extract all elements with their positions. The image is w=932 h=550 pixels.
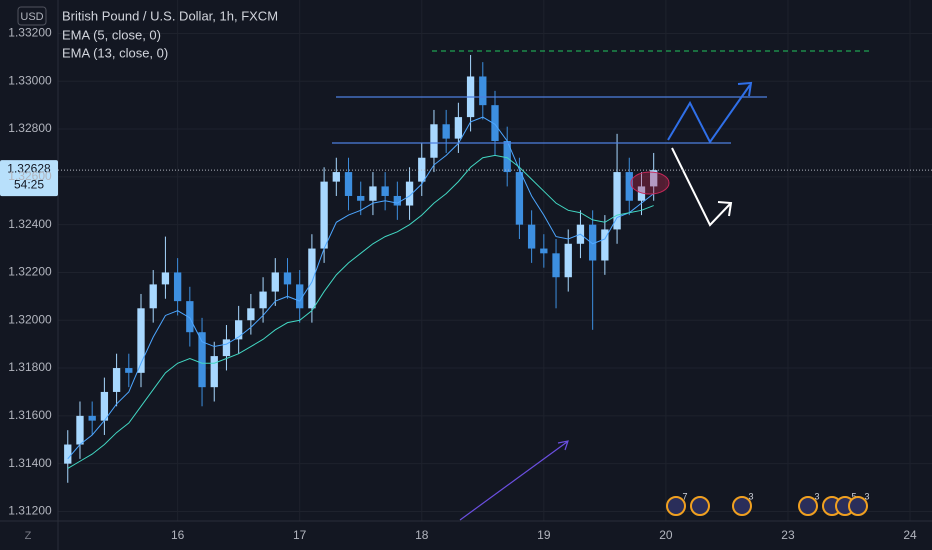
candle-body <box>88 415 96 421</box>
legend-entry: EMA (5, close, 0) <box>62 27 161 42</box>
candle-body <box>479 76 487 106</box>
trend-arrow-head <box>557 440 569 451</box>
candle-body <box>515 172 524 225</box>
candle-body <box>222 339 231 357</box>
y-tick-label: 1.32200 <box>8 265 52 279</box>
candle-body <box>271 272 279 292</box>
candle-body <box>161 272 170 285</box>
y-tick-label: 1.32000 <box>8 312 52 326</box>
candle-body <box>540 248 548 254</box>
event-icon <box>848 496 868 516</box>
candle-body <box>503 141 511 173</box>
grid <box>58 0 932 521</box>
candle-body <box>112 368 121 392</box>
trend-arrow <box>459 441 568 521</box>
candle-body <box>308 248 316 309</box>
countdown: 54:25 <box>14 177 44 191</box>
candle-body <box>186 301 194 333</box>
candle-body <box>234 320 243 340</box>
candle-body <box>527 224 536 249</box>
y-tick-label: 1.32600 <box>8 169 52 183</box>
candle-body <box>625 172 633 201</box>
bullish-arrow <box>667 84 751 144</box>
event-icon <box>732 496 752 516</box>
candle-body <box>552 253 560 278</box>
bearish-arrow-head <box>717 201 733 217</box>
candle-body <box>149 284 157 309</box>
candle-body <box>613 172 621 230</box>
x-tick-label: 19 <box>537 528 551 542</box>
event-badge: 3 <box>748 491 753 501</box>
y-tick-label: 1.31400 <box>8 456 52 470</box>
bearish-arrow <box>671 147 731 227</box>
candle-body <box>283 272 292 285</box>
currency-box <box>17 6 47 26</box>
candle-body <box>173 272 182 302</box>
candle-body <box>296 284 304 309</box>
candle-body <box>210 356 218 388</box>
y-tick-label: 1.31600 <box>8 408 52 422</box>
y-tick-label: 1.32400 <box>8 217 52 231</box>
candle-body <box>564 243 572 278</box>
x-tick-label: 23 <box>781 528 795 542</box>
ema-line <box>67 116 654 460</box>
currency[interactable]: USD <box>20 11 43 23</box>
event-badge: 3 <box>864 491 869 501</box>
candle-body <box>637 186 646 201</box>
candle-body <box>100 391 109 421</box>
y-tick-label: 1.32800 <box>8 121 52 135</box>
axis-icon[interactable]: Z <box>25 530 32 542</box>
candle-body <box>357 195 365 201</box>
y-tick-label: 1.31800 <box>8 360 52 374</box>
x-tick-label: 16 <box>171 528 185 542</box>
candle-body <box>601 229 609 261</box>
bullish-arrow-head <box>737 81 753 97</box>
ema-line <box>67 154 654 469</box>
candle-body <box>430 124 438 158</box>
event-icon <box>690 496 710 516</box>
event-icon <box>798 496 818 516</box>
candle-body <box>64 444 72 464</box>
chart-title: British Pound / U.S. Dollar, 1h, FXCM <box>62 8 278 23</box>
plot <box>64 54 658 483</box>
x-tick-label: 20 <box>659 528 673 542</box>
highlight-ellipse <box>630 171 670 195</box>
candle-body <box>76 415 84 445</box>
last-price-label: 1.32628 <box>7 161 51 175</box>
legend-entry: EMA (13, close, 0) <box>62 45 168 60</box>
candle-body <box>442 124 450 139</box>
last-price-box <box>0 160 58 197</box>
event-badge: 7 <box>682 491 687 501</box>
x-tick-label: 24 <box>903 528 917 542</box>
candle-body <box>588 224 597 261</box>
event-icon <box>666 496 686 516</box>
candle-body <box>344 172 353 196</box>
candle-body <box>198 332 206 388</box>
candle-body <box>454 117 463 139</box>
candle-body <box>369 186 377 201</box>
candle-body <box>259 291 267 309</box>
x-tick-label: 17 <box>293 528 307 542</box>
candle-body <box>650 170 658 187</box>
candle-body <box>405 181 414 206</box>
candle-body <box>491 105 499 142</box>
candle-body <box>332 172 340 182</box>
candle-body <box>320 181 328 249</box>
y-tick-label: 1.33000 <box>8 73 52 87</box>
event-badge: 3 <box>814 491 819 501</box>
candle-body <box>247 308 255 321</box>
candle-body <box>393 195 402 206</box>
candle-body <box>381 186 389 196</box>
y-tick-label: 1.33200 <box>8 26 52 40</box>
x-tick-label: 18 <box>415 528 429 542</box>
y-tick-label: 1.31200 <box>8 504 52 518</box>
candle-body <box>137 308 145 373</box>
candle-body <box>125 368 133 373</box>
event-badge: 5 <box>851 491 856 501</box>
